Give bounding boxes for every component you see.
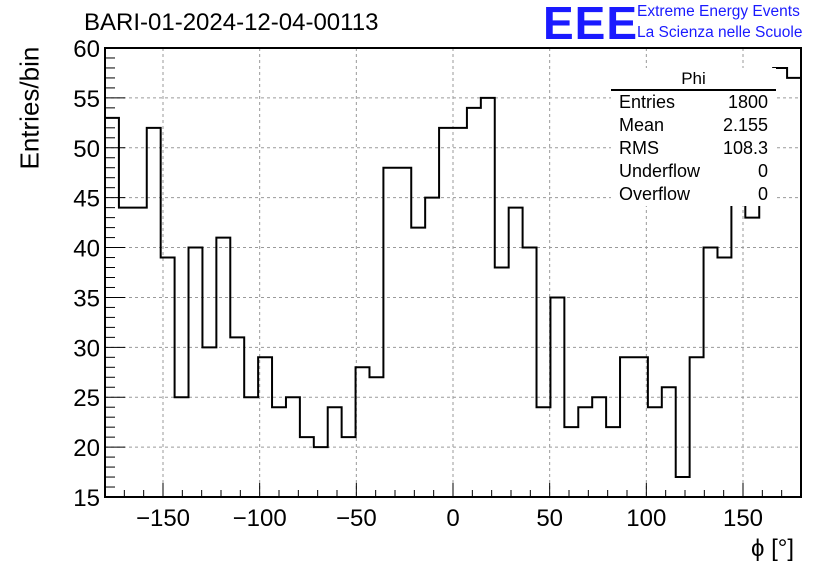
x-tick-label: 50 (536, 505, 563, 532)
x-tick-label: −50 (336, 505, 377, 532)
chart-title: BARI-01-2024-12-04-00113 (84, 9, 379, 36)
x-tick-label: 100 (626, 505, 666, 532)
stats-box: Phi Entries 1800 Mean 2.155 RMS 108.3 Un… (611, 68, 776, 206)
stats-key: Overflow (619, 184, 691, 204)
x-axis-label: ϕ [°] (751, 535, 795, 562)
x-tick-label: −100 (233, 505, 287, 532)
stats-title: Phi (681, 69, 706, 88)
stats-value: 0 (757, 161, 768, 181)
tick-labels: −150 −100 −50 0 50 100 150 15 20 25 30 35 40 45 50 55 60 (73, 36, 763, 532)
eee-logo: EEE (543, 0, 639, 49)
stats-value: 0 (757, 184, 768, 204)
stats-row-overflow: Overflow 0 (619, 184, 768, 206)
logo-tagline-2: La Scienza nelle Scuole (637, 24, 803, 41)
stats-row-mean: Mean 2.155 (619, 115, 768, 137)
x-tick-label: 0 (446, 505, 459, 532)
x-tick-label: −150 (136, 505, 190, 532)
histogram-series-line (105, 66, 801, 479)
stats-key: Entries (619, 92, 676, 112)
stats-row-underflow: Underflow 0 (619, 161, 768, 183)
stats-value: 108.3 (722, 138, 768, 158)
y-tick-label: 20 (73, 435, 100, 462)
stats-row-entries: Entries 1800 (619, 92, 768, 114)
logo-tagline-1: Extreme Energy Events (637, 3, 800, 20)
y-tick-label: 25 (73, 385, 100, 412)
y-tick-label: 55 (73, 86, 100, 113)
y-axis-label: Entries/bin (14, 46, 45, 170)
y-tick-label: 50 (73, 136, 100, 163)
axis-ticks (105, 47, 783, 498)
y-tick-label: 15 (73, 485, 100, 512)
stats-value: 1800 (727, 92, 768, 112)
stats-key: Underflow (619, 161, 701, 181)
y-tick-label: 35 (73, 285, 100, 312)
stats-key: Mean (619, 115, 665, 135)
stats-key: RMS (619, 138, 659, 158)
stats-value: 2.155 (722, 115, 768, 135)
stats-row-rms: RMS 108.3 (619, 138, 768, 160)
stats-divider (611, 89, 776, 91)
y-tick-label: 40 (73, 236, 100, 263)
y-tick-label: 30 (73, 335, 100, 362)
y-tick-label: 45 (73, 186, 100, 213)
x-tick-label: 150 (723, 505, 763, 532)
y-tick-label: 60 (73, 36, 100, 63)
